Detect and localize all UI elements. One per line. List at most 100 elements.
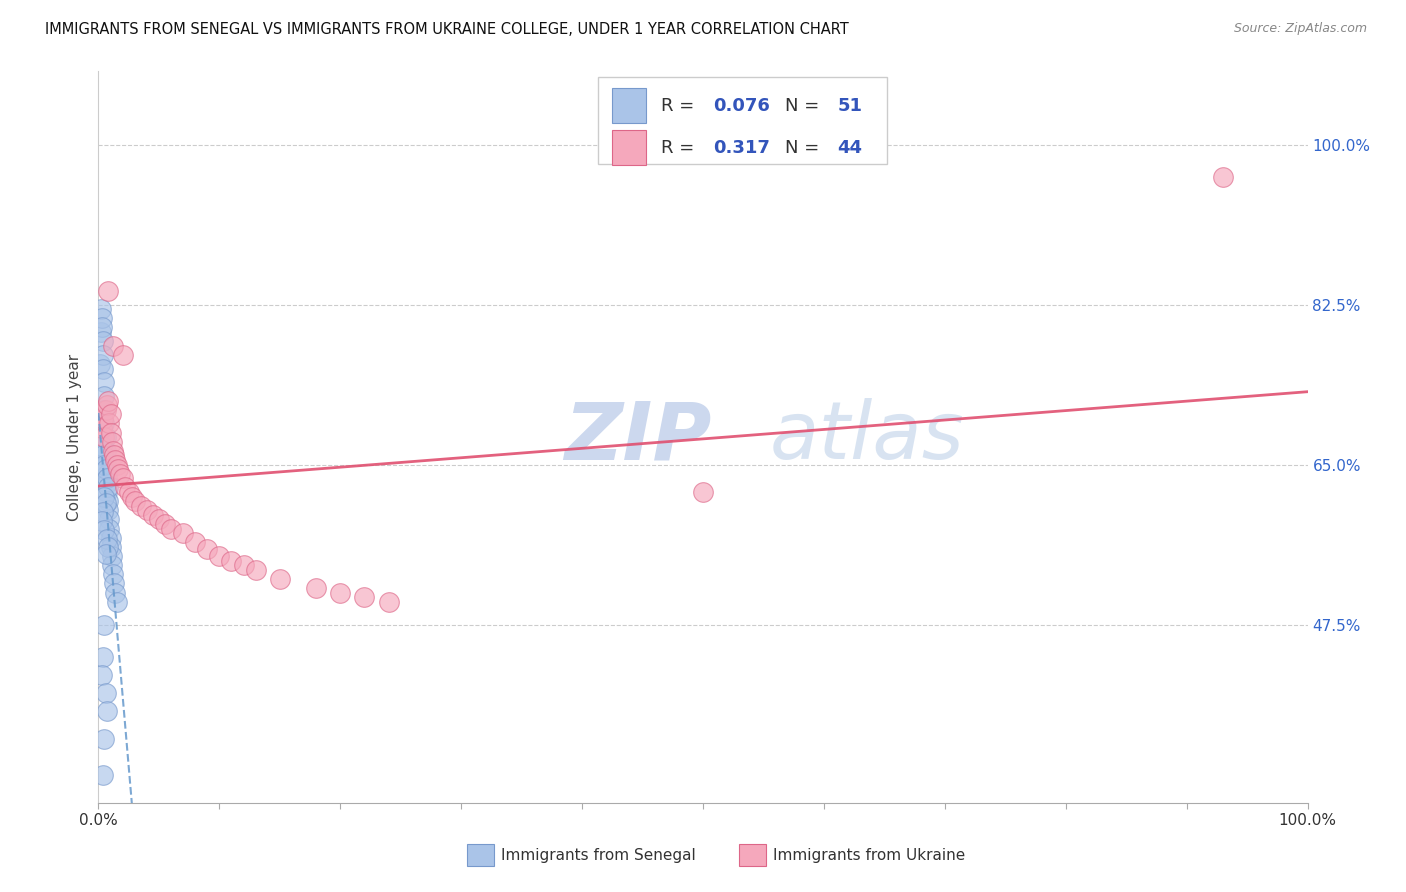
Point <box>103 576 125 591</box>
Point <box>97 284 120 298</box>
Point <box>96 533 118 547</box>
FancyBboxPatch shape <box>598 78 887 164</box>
Point <box>100 425 122 440</box>
Point <box>104 453 127 467</box>
Point <box>91 361 114 376</box>
Point <box>269 572 291 586</box>
Point <box>93 524 115 538</box>
Point <box>101 567 124 582</box>
Text: N =: N = <box>785 138 825 157</box>
Point <box>100 558 122 573</box>
Point <box>108 467 131 481</box>
Point <box>89 357 111 371</box>
FancyBboxPatch shape <box>467 845 494 866</box>
Point <box>377 594 399 608</box>
Point <box>221 553 243 567</box>
Point <box>91 514 114 528</box>
Point <box>329 585 352 599</box>
Point <box>91 421 114 435</box>
Point <box>93 389 115 403</box>
Point <box>97 393 120 408</box>
Point <box>93 618 115 632</box>
Point <box>305 581 328 595</box>
FancyBboxPatch shape <box>613 130 647 165</box>
Point <box>93 430 115 444</box>
Point <box>105 458 128 472</box>
Point <box>208 549 231 563</box>
Point <box>94 443 117 458</box>
Point <box>100 407 122 421</box>
Point <box>96 471 118 485</box>
Y-axis label: College, Under 1 year: College, Under 1 year <box>67 353 83 521</box>
Point <box>97 494 120 508</box>
Point <box>96 475 118 490</box>
Text: Immigrants from Ukraine: Immigrants from Ukraine <box>773 848 966 863</box>
Point <box>94 402 117 417</box>
Text: ZIP: ZIP <box>564 398 711 476</box>
Text: R =: R = <box>661 96 700 114</box>
Point <box>100 531 122 545</box>
Point <box>245 563 267 577</box>
Point <box>111 348 134 362</box>
Point <box>114 480 136 494</box>
Point <box>93 731 115 746</box>
Point <box>94 458 117 472</box>
Point <box>105 594 128 608</box>
Point <box>93 458 115 472</box>
Point <box>107 462 129 476</box>
Point <box>93 490 115 504</box>
Text: 51: 51 <box>837 96 862 114</box>
Point <box>97 480 120 494</box>
Text: atlas: atlas <box>769 398 965 476</box>
Text: 0.317: 0.317 <box>713 138 769 157</box>
Point <box>100 434 122 449</box>
Point <box>692 485 714 500</box>
Text: Immigrants from Senegal: Immigrants from Senegal <box>501 848 696 863</box>
Point <box>94 462 117 476</box>
Point <box>97 503 120 517</box>
Point <box>94 547 117 561</box>
Point <box>111 471 134 485</box>
Text: R =: R = <box>661 138 700 157</box>
Point <box>91 505 114 519</box>
Point <box>90 301 112 317</box>
Point <box>94 686 117 700</box>
Point <box>121 490 143 504</box>
Point <box>91 439 114 453</box>
Point <box>91 311 114 326</box>
Point <box>232 558 254 573</box>
Point <box>96 467 118 481</box>
Point <box>153 516 176 531</box>
Point <box>118 485 141 500</box>
Point <box>98 512 121 526</box>
Point <box>103 448 125 462</box>
Point <box>90 325 112 339</box>
Point <box>93 402 115 417</box>
Point <box>96 485 118 500</box>
Point <box>98 521 121 535</box>
Point <box>184 535 207 549</box>
Point <box>100 549 122 563</box>
Text: 44: 44 <box>837 138 862 157</box>
Point <box>353 590 375 604</box>
Point <box>101 338 124 352</box>
Point <box>96 705 118 719</box>
Point <box>96 398 118 412</box>
Point <box>142 508 165 522</box>
Point <box>160 521 183 535</box>
Point <box>135 503 157 517</box>
Point <box>104 585 127 599</box>
Text: Source: ZipAtlas.com: Source: ZipAtlas.com <box>1233 22 1367 36</box>
Point <box>91 412 114 426</box>
Point <box>148 512 170 526</box>
FancyBboxPatch shape <box>613 88 647 123</box>
Point <box>124 494 146 508</box>
FancyBboxPatch shape <box>740 845 766 866</box>
Point <box>172 526 194 541</box>
Point <box>91 768 114 782</box>
Point <box>97 540 120 554</box>
Point <box>101 443 124 458</box>
Point <box>94 430 117 444</box>
Point <box>100 540 122 554</box>
Point <box>129 499 152 513</box>
